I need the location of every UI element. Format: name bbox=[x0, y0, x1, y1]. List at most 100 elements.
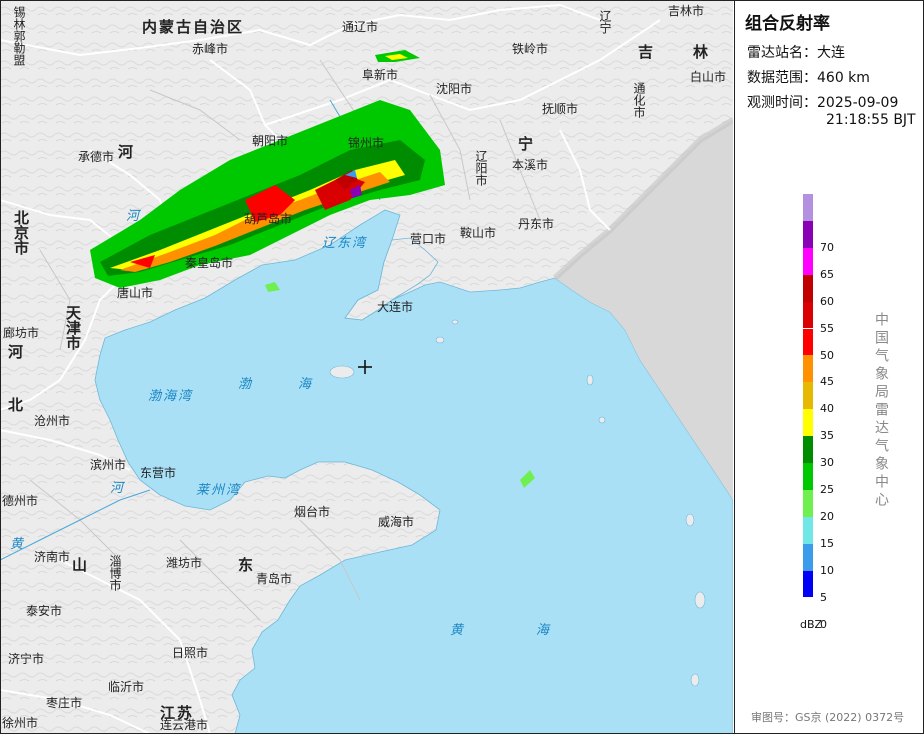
city-label: 日照市 bbox=[172, 646, 209, 660]
province-label-inner-mongolia: 内蒙古自治区 bbox=[142, 18, 245, 36]
legend-swatch bbox=[803, 382, 813, 410]
time-label: 观测时间： bbox=[747, 95, 817, 111]
islands bbox=[329, 319, 706, 687]
radar-map[interactable]: 内蒙古自治区 河 北京市 天津市 河 北 宁 吉 林 山 东 江苏 锡林郭勒盟 … bbox=[0, 0, 733, 734]
legend-swatch bbox=[803, 516, 813, 544]
sea-area bbox=[94, 209, 733, 734]
city-label: 连云港市 bbox=[160, 718, 209, 732]
city-label: 沧州市 bbox=[34, 414, 71, 428]
city-label: 威海市 bbox=[378, 515, 415, 529]
city-label: 淄博市 bbox=[108, 555, 122, 591]
legend-label: 0 bbox=[820, 617, 827, 631]
river-label-1: 河 bbox=[110, 481, 126, 496]
legend-label: 45 bbox=[820, 375, 834, 389]
province-label-jiangsu: 江苏 bbox=[160, 704, 195, 722]
sea-label-yellow-1: 黄 bbox=[450, 623, 466, 638]
city-label: 葫芦岛市 bbox=[244, 212, 293, 226]
legend-swatch bbox=[803, 274, 813, 302]
city-label: 德州市 bbox=[2, 494, 39, 508]
legend-label: 70 bbox=[820, 240, 834, 254]
river-label-2: 河 bbox=[126, 209, 142, 224]
map-approval-number: 审图号：GS京 (2022) 0372号 bbox=[751, 711, 905, 724]
city-label: 本溪市 bbox=[512, 158, 549, 172]
city-label: 秦皇岛市 bbox=[185, 256, 234, 270]
city-label: 临沂市 bbox=[108, 680, 145, 694]
city-label: 阜新市 bbox=[362, 68, 399, 82]
legend-swatch bbox=[803, 463, 813, 490]
liaodong-peninsula bbox=[344, 237, 439, 321]
city-label: 徐州市 bbox=[2, 716, 39, 730]
city-label: 东营市 bbox=[140, 466, 177, 480]
agency-label: 中国气象局雷达气象中心 bbox=[873, 312, 889, 510]
radar-station-marker bbox=[358, 360, 372, 374]
city-label: 赤峰市 bbox=[192, 42, 229, 56]
label-tonghua: 通化市 bbox=[632, 82, 646, 118]
river-label-yellow: 黄 bbox=[10, 537, 26, 552]
time-date: 2025-09-09 bbox=[817, 95, 899, 111]
station-value: 大连 bbox=[817, 45, 845, 61]
city-label: 滨州市 bbox=[90, 458, 127, 472]
sea-label-laizhou-bay: 莱州湾 bbox=[196, 483, 242, 498]
legend-swatch bbox=[803, 355, 813, 383]
city-label: 泰安市 bbox=[26, 604, 63, 618]
panel-title: 组合反射率 bbox=[745, 14, 830, 34]
province-label-jilin-1: 吉 bbox=[638, 43, 656, 61]
label-liaoning-vertical: 辽宁 bbox=[598, 10, 612, 34]
legend-swatch bbox=[803, 543, 813, 571]
city-label: 通辽市 bbox=[342, 20, 379, 34]
sea-label-bohai-2: 海 bbox=[298, 377, 314, 392]
province-label-jilin-2: 林 bbox=[693, 43, 711, 61]
province-label-shandong-1: 山 bbox=[72, 556, 90, 574]
legend-label: 10 bbox=[820, 563, 834, 577]
legend-swatch bbox=[803, 328, 813, 356]
radar-echoes bbox=[90, 50, 535, 488]
city-label: 铁岭市 bbox=[512, 42, 549, 56]
legend-swatch bbox=[803, 409, 813, 437]
legend-swatch bbox=[803, 247, 813, 275]
legend-label: 30 bbox=[820, 456, 834, 470]
city-label: 唐山市 bbox=[117, 286, 154, 300]
province-label-tianjin: 天津市 bbox=[64, 305, 82, 350]
city-label: 枣庄市 bbox=[46, 696, 83, 710]
legend-label: 55 bbox=[820, 321, 834, 335]
city-label: 济南市 bbox=[34, 550, 71, 564]
city-label: 沈阳市 bbox=[436, 82, 473, 96]
city-label: 济宁市 bbox=[8, 652, 45, 666]
info-panel: 组合反射率 雷达站名：大连 数据范围：460 km 观测时间：2025-09-0… bbox=[734, 0, 924, 734]
city-label: 抚顺市 bbox=[542, 102, 579, 116]
map-canvas bbox=[0, 0, 733, 734]
city-label: 廊坊市 bbox=[3, 326, 40, 340]
sea-label-bohai-1: 渤 bbox=[238, 377, 254, 392]
city-label: 承德市 bbox=[78, 150, 115, 164]
legend-unit: dBZ bbox=[800, 618, 823, 631]
province-label-hebei-2: 河 bbox=[8, 343, 26, 361]
legend-swatch bbox=[803, 436, 813, 463]
legend-label: 50 bbox=[820, 348, 834, 362]
label-xilingol: 锡林郭勒盟 bbox=[12, 6, 26, 66]
time-row: 观测时间：2025-09-09 bbox=[747, 92, 898, 112]
legend-swatch bbox=[803, 570, 813, 598]
legend-label: 40 bbox=[820, 402, 834, 416]
label-liaoyang: 辽阳市 bbox=[474, 150, 488, 186]
legend-swatch bbox=[803, 194, 813, 221]
province-label-hebei-1: 河 bbox=[118, 143, 136, 161]
province-label-beijing: 北京市 bbox=[12, 210, 30, 255]
province-label-liaoning: 宁 bbox=[518, 135, 536, 153]
legend-label: 65 bbox=[820, 267, 834, 281]
offshore-region bbox=[555, 120, 733, 500]
sea-label-bohai-bay: 渤海湾 bbox=[148, 389, 194, 404]
legend-label: 5 bbox=[820, 590, 827, 604]
province-label-shandong-2: 东 bbox=[238, 556, 256, 574]
range-row: 数据范围：460 km bbox=[747, 67, 870, 87]
city-label: 白山市 bbox=[690, 70, 727, 84]
legend-label: 15 bbox=[820, 536, 834, 550]
city-label: 丹东市 bbox=[518, 217, 555, 231]
legend-label: 25 bbox=[820, 483, 834, 496]
range-value: 460 km bbox=[817, 70, 870, 86]
city-label: 大连市 bbox=[377, 300, 414, 314]
city-label: 吉林市 bbox=[668, 4, 705, 18]
station-label: 雷达站名： bbox=[747, 45, 817, 61]
legend-label: 35 bbox=[820, 429, 834, 443]
province-borders bbox=[0, 3, 661, 734]
